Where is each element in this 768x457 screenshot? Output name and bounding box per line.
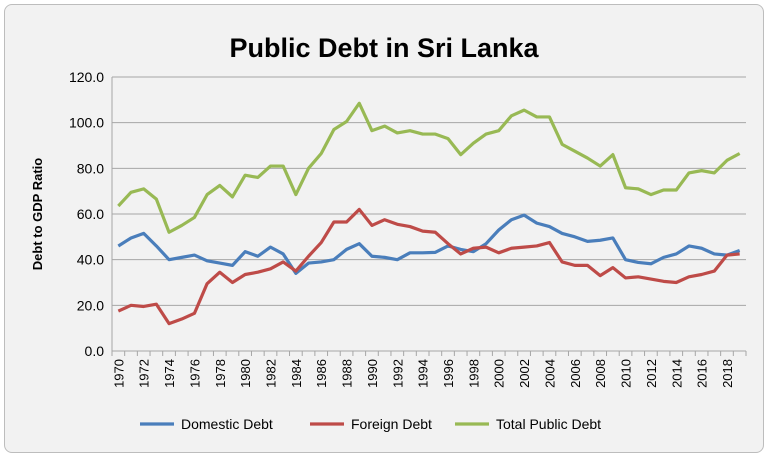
x-tick-label: 2002	[517, 359, 532, 388]
x-tick-label: 1992	[390, 359, 405, 388]
x-tick-label: 1988	[340, 359, 355, 388]
x-tick-label: 2018	[720, 359, 735, 388]
series-line-domestic-debt	[117, 213, 741, 275]
x-tick-label: 1980	[238, 359, 253, 388]
series-line-foreign-debt	[117, 207, 740, 326]
x-tick-label: 1970	[111, 359, 126, 388]
x-tick-label: 2008	[593, 359, 608, 388]
legend-label: Total Public Debt	[496, 416, 601, 432]
y-tick-label: 100.0	[69, 115, 104, 131]
x-tick-label: 2012	[644, 359, 659, 388]
x-tick-label: 1974	[162, 359, 177, 388]
y-tick-label: 120.0	[69, 69, 104, 85]
x-tick-label: 2004	[542, 359, 557, 388]
y-axis-label: Debt to GDP Ratio	[30, 158, 45, 270]
x-tick-label: 1978	[213, 359, 228, 388]
x-tick-label: 1996	[441, 359, 456, 388]
x-tick-label: 1990	[365, 359, 380, 388]
chart-frame	[4, 4, 764, 453]
series-line-total-public-debt	[117, 101, 741, 234]
x-tick-label: 2006	[568, 359, 583, 388]
y-tick-label: 0.0	[85, 343, 105, 359]
chart-title: Public Debt in Sri Lanka	[229, 33, 539, 63]
x-tick-label: 1982	[264, 359, 279, 388]
x-tick-label: 1986	[314, 359, 329, 388]
x-tick-label: 1998	[466, 359, 481, 388]
y-tick-label: 60.0	[77, 206, 104, 222]
x-tick-label: 2010	[619, 359, 634, 388]
x-tick-label: 2016	[695, 359, 710, 388]
legend-label: Foreign Debt	[351, 416, 432, 432]
y-tick-label: 20.0	[77, 297, 104, 313]
y-tick-label: 80.0	[77, 160, 104, 176]
y-tick-label: 40.0	[77, 252, 104, 268]
x-tick-label: 2014	[669, 359, 684, 388]
x-tick-label: 2000	[492, 359, 507, 388]
x-tick-label: 1984	[289, 359, 304, 388]
legend-label: Domestic Debt	[181, 416, 273, 432]
x-tick-label: 1994	[416, 359, 431, 388]
x-tick-label: 1972	[137, 359, 152, 388]
x-tick-label: 1976	[187, 359, 202, 388]
